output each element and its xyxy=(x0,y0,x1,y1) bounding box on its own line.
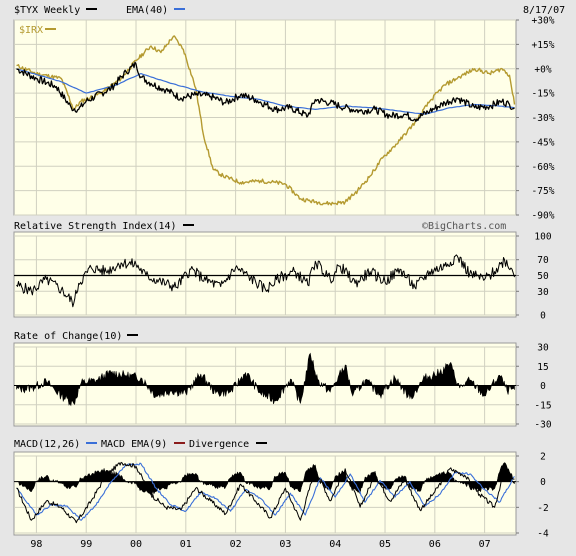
y-tick-label: +30% xyxy=(532,16,555,27)
macd-ema-title: MACD EMA(9) xyxy=(101,439,167,450)
y-tick-label: 0 xyxy=(540,477,546,488)
x-tick-label: 01 xyxy=(180,539,192,550)
x-tick-label: 03 xyxy=(279,539,291,550)
x-tick-label: 05 xyxy=(379,539,391,550)
grid-layer xyxy=(14,19,519,534)
ema-line xyxy=(16,68,515,115)
y-tick-label: 70 xyxy=(537,255,549,266)
watermark: ©BigCharts.com xyxy=(422,221,506,232)
rsi-line xyxy=(16,254,515,308)
y-tick-label: -4 xyxy=(537,529,549,540)
y-tick-label: +15% xyxy=(532,40,555,51)
y-tick-label: -15 xyxy=(534,400,551,411)
y-tick-label: 50 xyxy=(537,271,549,282)
y-tick-label: -90% xyxy=(532,211,555,222)
y-tick-label: 30 xyxy=(537,343,549,354)
y-tick-label: -75% xyxy=(532,186,555,197)
macd-panel xyxy=(13,451,517,536)
x-tick-label: 98 xyxy=(30,539,42,550)
date-label: 8/17/07 xyxy=(523,5,565,16)
y-tick-label: 2 xyxy=(540,452,546,463)
rsi-panel xyxy=(13,231,517,318)
y-tick-label: 0 xyxy=(540,381,546,392)
y-tick-label: 30 xyxy=(537,287,549,298)
tyx-price-line xyxy=(16,61,515,123)
ticker-label: $TYX Weekly xyxy=(14,5,80,16)
x-tick-label: 02 xyxy=(230,539,242,550)
macd-signal-line xyxy=(16,462,515,521)
roc-area xyxy=(16,352,515,407)
y-tick-label: -2 xyxy=(537,503,548,514)
series-layer xyxy=(14,35,516,524)
y-tick-label: -15% xyxy=(532,89,555,100)
y-tick-label: -30% xyxy=(532,113,555,124)
irx-line xyxy=(16,35,516,206)
macd-line xyxy=(16,461,515,524)
rsi-title: Relative Strength Index(14) xyxy=(14,221,177,232)
y-tick-label: -45% xyxy=(532,137,555,148)
x-tick-label: 07 xyxy=(479,539,491,550)
roc-title: Rate of Change(10) xyxy=(14,331,122,342)
tick-labels: 98 99 00 01 02 03 04 05 06 07+30%+15%+0%-15%-30%-… xyxy=(30,16,554,551)
overlay-label: $IRX xyxy=(19,25,43,36)
x-tick-label: 99 xyxy=(80,539,92,550)
y-tick-label: -60% xyxy=(532,162,555,173)
macd-divergence-area xyxy=(16,462,515,496)
y-tick-label: 0 xyxy=(540,311,546,322)
y-tick-label: 15 xyxy=(537,362,548,373)
x-tick-label: 04 xyxy=(329,539,341,550)
y-tick-label: 100 xyxy=(534,232,551,243)
divergence-title: Divergence xyxy=(189,439,249,450)
ema-label: EMA(40) xyxy=(126,5,168,16)
macd-title: MACD(12,26) xyxy=(14,439,80,450)
y-tick-label: +0% xyxy=(534,64,551,75)
y-tick-label: -30 xyxy=(534,420,551,431)
x-tick-label: 06 xyxy=(429,539,441,550)
x-tick-label: 00 xyxy=(130,539,142,550)
